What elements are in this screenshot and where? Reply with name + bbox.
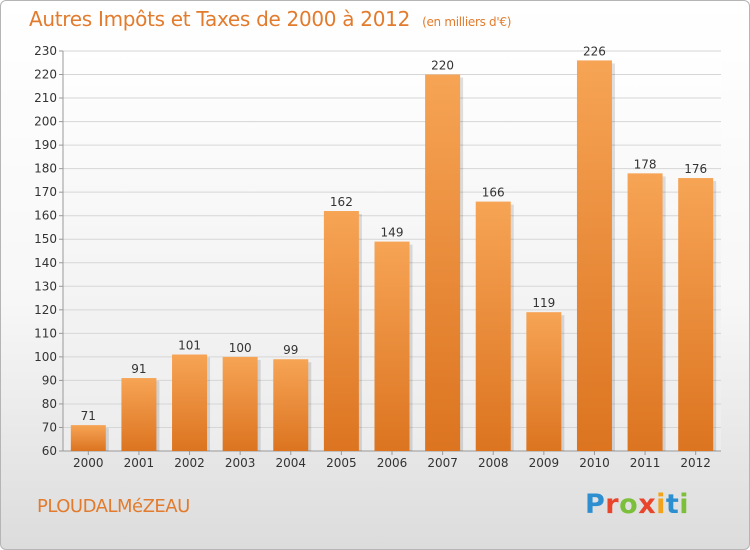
chart-unit-text: (en milliers d'€) (422, 15, 512, 29)
bar-2004 (273, 359, 309, 451)
data-label-2008: 166 (482, 186, 505, 200)
data-label-2010: 226 (583, 44, 606, 58)
y-tick-label: 70 (42, 420, 57, 434)
data-label-2004: 99 (283, 343, 298, 357)
y-tick-label: 140 (34, 256, 57, 270)
y-tick-label: 110 (34, 326, 57, 340)
logo-letter: x (638, 489, 657, 520)
y-tick-label: 210 (34, 91, 57, 105)
x-tick-label-2005: 2005 (326, 456, 357, 470)
y-tick-label: 60 (42, 444, 57, 458)
bar-2002 (172, 354, 208, 451)
x-tick-label-2008: 2008 (478, 456, 509, 470)
chart-title: Autres Impôts et Taxes de 2000 à 2012 (e… (29, 7, 511, 31)
data-label-2012: 176 (684, 162, 707, 176)
logo-letter: i (656, 489, 666, 520)
bar-2011 (627, 173, 663, 451)
y-tick-label: 80 (42, 397, 57, 411)
chart-title-text: Autres Impôts et Taxes de 2000 à 2012 (29, 7, 410, 31)
bar-2006 (374, 241, 410, 451)
y-tick-label: 150 (34, 232, 57, 246)
bar-2001 (121, 378, 157, 451)
data-label-2000: 71 (81, 409, 96, 423)
x-tick-label-2007: 2007 (427, 456, 458, 470)
y-tick-label: 220 (34, 68, 57, 82)
bar-2009 (526, 312, 562, 451)
y-tick-label: 190 (34, 138, 57, 152)
data-label-2005: 162 (330, 195, 353, 209)
x-tick-label-2009: 2009 (529, 456, 560, 470)
bar-2010 (576, 60, 612, 451)
x-tick-label-2011: 2011 (630, 456, 661, 470)
bar-2007 (425, 74, 461, 451)
y-tick-label: 230 (34, 44, 57, 58)
x-tick-label-2003: 2003 (225, 456, 256, 470)
logo-letter: o (619, 489, 639, 520)
y-tick-label: 160 (34, 209, 57, 223)
x-tick-label-2006: 2006 (377, 456, 408, 470)
x-tick-label-2004: 2004 (275, 456, 306, 470)
data-label-2007: 220 (431, 59, 454, 73)
x-tick-label-2012: 2012 (680, 456, 711, 470)
data-label-2003: 100 (229, 341, 252, 355)
y-tick-label: 130 (34, 279, 57, 293)
data-label-2009: 119 (532, 296, 555, 310)
logo-letter: r (605, 489, 620, 520)
y-tick-label: 200 (34, 115, 57, 129)
y-tick-label: 180 (34, 162, 57, 176)
proxiti-logo: Proxiti (585, 489, 689, 520)
logo-letter: t (665, 489, 680, 520)
y-tick-label: 100 (34, 350, 57, 364)
data-label-2011: 178 (634, 157, 657, 171)
bar-2003 (222, 356, 258, 451)
logo-letter: P (585, 489, 606, 520)
commune-name: PLOUDALMéZEAU (37, 496, 190, 517)
y-tick-label: 170 (34, 185, 57, 199)
logo-letter: i (679, 489, 690, 520)
bar-2005 (323, 211, 359, 451)
data-label-2001: 91 (131, 362, 146, 376)
bar-2012 (678, 178, 714, 451)
bar-2000 (70, 425, 106, 451)
x-tick-label-2010: 2010 (579, 456, 610, 470)
x-tick-label-2001: 2001 (124, 456, 155, 470)
y-tick-label: 90 (42, 373, 57, 387)
y-tick-label: 120 (34, 303, 57, 317)
x-tick-label-2002: 2002 (174, 456, 205, 470)
data-label-2002: 101 (178, 339, 201, 353)
x-tick-label-2000: 2000 (73, 456, 104, 470)
data-label-2006: 149 (381, 226, 404, 240)
bar-2008 (475, 201, 511, 451)
